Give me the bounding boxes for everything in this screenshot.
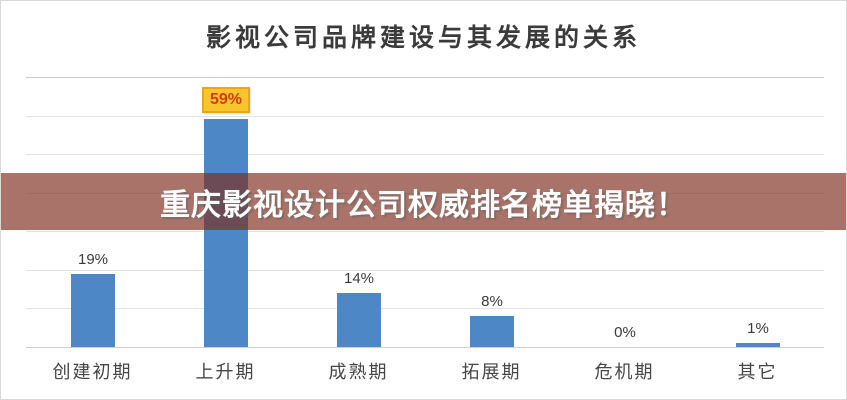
chart-title: 影视公司品牌建设与其发展的关系 xyxy=(205,24,641,52)
gridline xyxy=(26,270,824,271)
category-label: 危机期 xyxy=(594,362,655,382)
bar-value-label: 19% xyxy=(77,251,109,268)
gridline xyxy=(26,154,824,155)
gridline xyxy=(26,77,824,78)
category-label: 上升期 xyxy=(195,362,256,382)
x-axis-line xyxy=(26,347,824,348)
bar xyxy=(470,316,514,347)
gridline xyxy=(26,308,824,309)
bar xyxy=(337,293,381,347)
overlay-banner: 重庆影视设计公司权威排名榜单揭晓！ xyxy=(1,173,846,230)
bar xyxy=(71,274,115,347)
gridline xyxy=(26,116,824,117)
bar-value-label: 14% xyxy=(343,270,375,287)
category-label: 其它 xyxy=(737,362,778,382)
category-label: 成熟期 xyxy=(328,362,389,382)
bar xyxy=(204,119,248,347)
bar xyxy=(736,343,780,347)
overlay-banner-text: 重庆影视设计公司权威排名榜单揭晓！ xyxy=(160,188,687,222)
bar-value-label: 1% xyxy=(747,320,769,337)
category-label: 拓展期 xyxy=(461,362,522,382)
bar-value-label: 0% xyxy=(614,324,636,341)
highlight-value-callout: 59% xyxy=(202,87,250,113)
category-label: 创建初期 xyxy=(52,362,133,382)
bar-value-label: 8% xyxy=(481,293,503,310)
gridline xyxy=(26,231,824,232)
